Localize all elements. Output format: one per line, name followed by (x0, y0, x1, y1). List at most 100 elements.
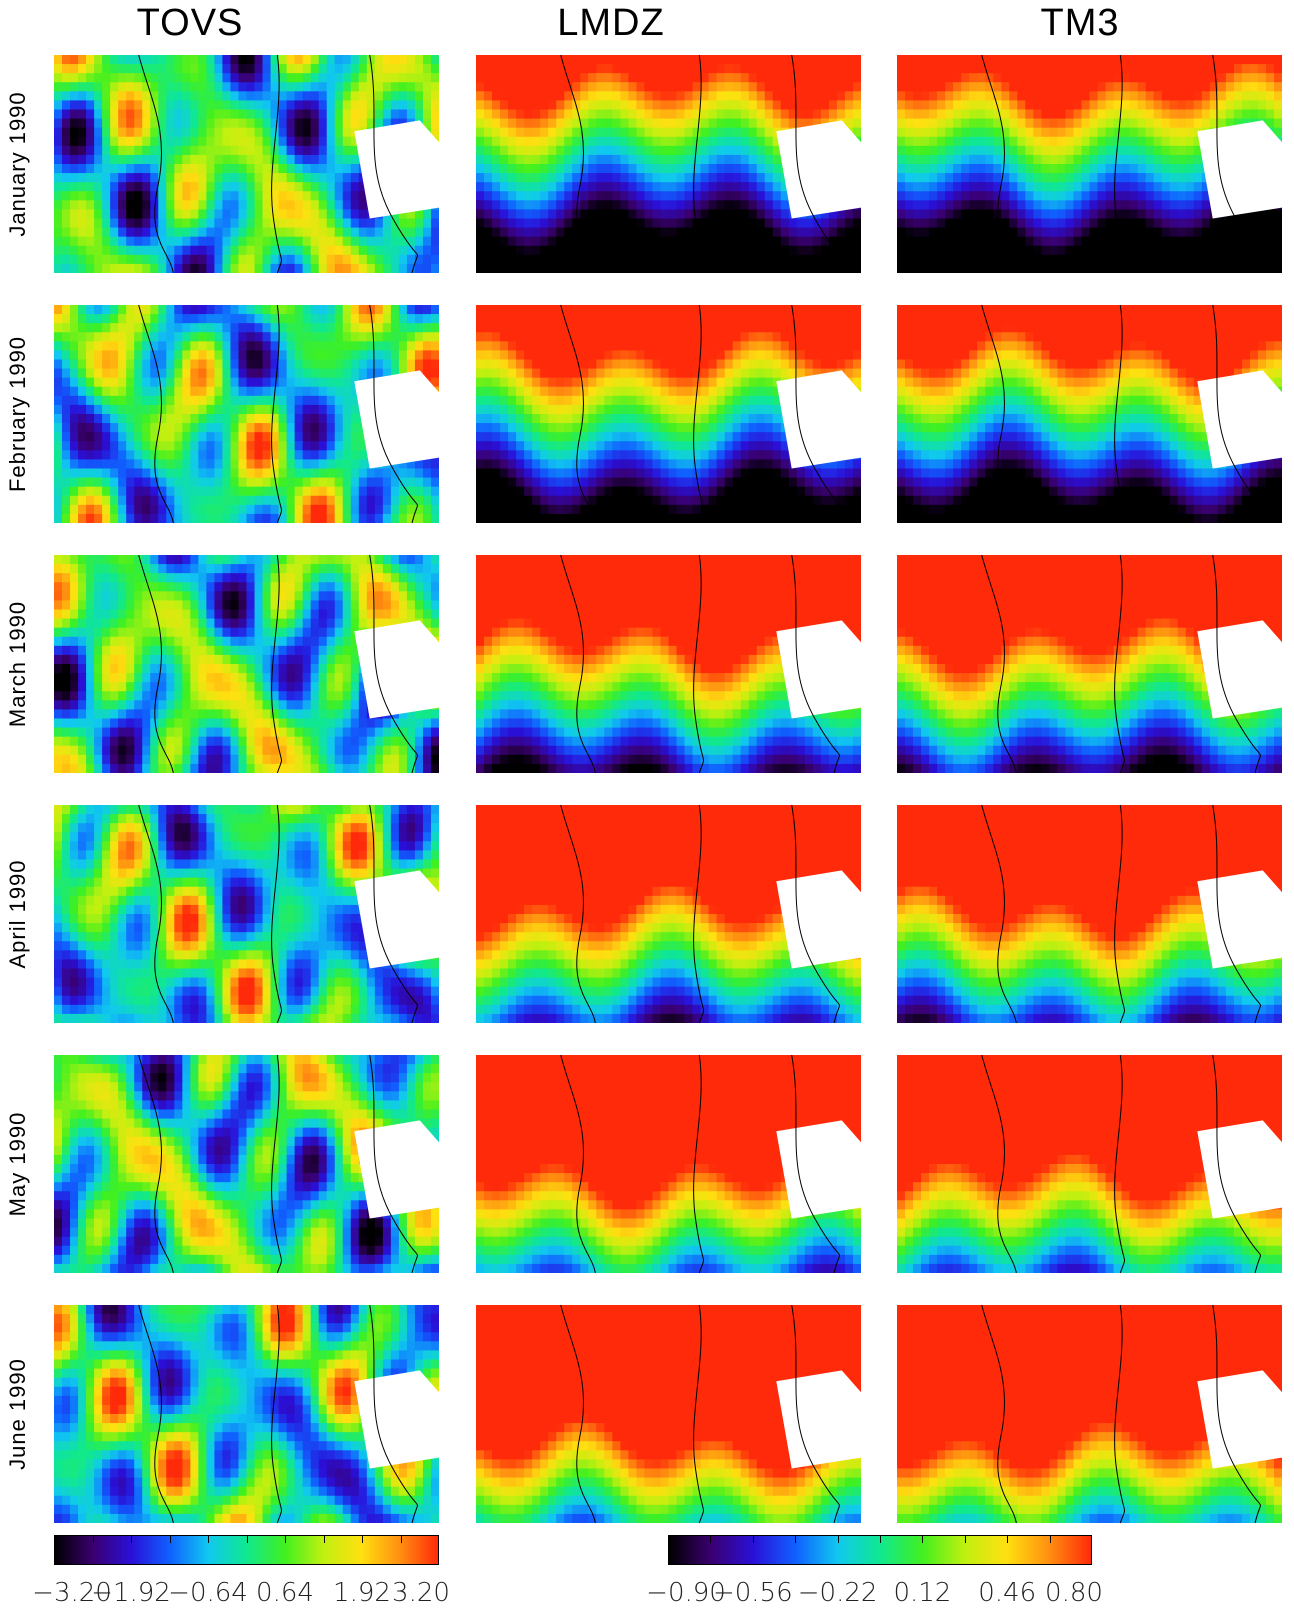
colorbar-tick-label: 1.92 (333, 1578, 391, 1608)
colorbar-tick-label: 3.20 (392, 1578, 450, 1608)
colorbar-models (668, 1535, 1092, 1565)
coastline (693, 555, 704, 773)
row-label-february: February 1990 (5, 305, 30, 523)
heatmap-panel (54, 555, 439, 773)
coastline (560, 1055, 596, 1273)
coastline (981, 1305, 1017, 1523)
heatmap-panel (476, 805, 861, 1023)
colorbar-tick (964, 1536, 966, 1543)
heatmap-panel (54, 55, 439, 273)
missing-data-patch (354, 1120, 439, 1219)
coastline (1114, 555, 1125, 773)
coastline (271, 305, 282, 523)
coastline (138, 555, 174, 773)
coastline (791, 805, 840, 1023)
coastline (791, 305, 840, 523)
heatmap-panel (54, 805, 439, 1023)
colorbar-tick (92, 1536, 94, 1543)
coastline (693, 55, 704, 273)
colorbar-tick (837, 1536, 839, 1543)
coastline (791, 1055, 840, 1273)
colorbar-tick (1049, 1536, 1051, 1543)
coastline (271, 555, 282, 773)
colorbar-tick (208, 1536, 209, 1543)
coastline (369, 305, 418, 523)
colorbar-tick (922, 1536, 924, 1543)
coastline (560, 55, 596, 273)
coastline (138, 1055, 174, 1273)
coastline (981, 555, 1017, 773)
colorbar-tick (169, 1536, 171, 1543)
coastline (693, 1305, 704, 1523)
missing-data-patch (1197, 370, 1282, 469)
colorbar-tick (323, 1536, 325, 1543)
coastline (1212, 1305, 1261, 1523)
colorbar-tick (880, 1536, 881, 1543)
coastline (271, 805, 282, 1023)
missing-data-patch (354, 120, 439, 219)
coastline (1212, 805, 1261, 1023)
coastline (560, 805, 596, 1023)
coastline (138, 305, 174, 523)
coastline (271, 1055, 282, 1273)
colorbar-tick-label: 0.64 (256, 1578, 314, 1608)
coastline (369, 55, 418, 273)
row-label-april: April 1990 (5, 805, 30, 1023)
coastline (1114, 805, 1125, 1023)
heatmap-panel (476, 1055, 861, 1273)
coastline (138, 55, 174, 273)
colorbar-tick (131, 1536, 132, 1543)
row-label-may: May 1990 (5, 1055, 30, 1273)
missing-data-patch (776, 1370, 861, 1469)
missing-data-patch (1197, 1120, 1282, 1219)
heatmap-panel (897, 55, 1282, 273)
heatmap-panel (897, 1055, 1282, 1273)
colorbar-tick-label: −3.20 (32, 1578, 112, 1608)
colorbar-tick-label: 0.80 (1045, 1578, 1103, 1608)
heatmap-panel (476, 305, 861, 523)
missing-data-patch (354, 1370, 439, 1469)
coastline (791, 555, 840, 773)
coastline (560, 305, 596, 523)
coastline (369, 555, 418, 773)
coastline (981, 1055, 1017, 1273)
coastline (693, 1055, 704, 1273)
missing-data-patch (1197, 120, 1282, 219)
missing-data-patch (354, 370, 439, 469)
colorbar-tick-label: 0.46 (978, 1578, 1036, 1608)
colorbar-tick-label: −1.92 (91, 1578, 171, 1608)
coastline (1114, 1305, 1125, 1523)
coastline (1212, 305, 1261, 523)
coastline (369, 805, 418, 1023)
coastline (1212, 555, 1261, 773)
row-label-january: January 1990 (5, 55, 30, 273)
coastline (271, 1305, 282, 1523)
coastline (560, 555, 596, 773)
heatmap-panel (54, 305, 439, 523)
coastline (369, 1305, 418, 1523)
colorbar-tick-label: −0.56 (713, 1578, 793, 1608)
heatmap-panel (897, 305, 1282, 523)
coastline (1114, 1055, 1125, 1273)
colorbar-tick (285, 1536, 286, 1543)
coastline (1114, 55, 1125, 273)
missing-data-patch (776, 370, 861, 469)
colorbar-tick (1007, 1536, 1009, 1543)
coastline (138, 1305, 174, 1523)
missing-data-patch (776, 120, 861, 219)
colorbar-tick-label: −0.22 (798, 1578, 878, 1608)
row-label-june: June 1990 (5, 1305, 30, 1523)
heatmap-panel (897, 805, 1282, 1023)
heatmap-panel (54, 1305, 439, 1523)
coastline (981, 805, 1017, 1023)
coastline (693, 805, 704, 1023)
heatmap-panel (476, 555, 861, 773)
coastline (1114, 305, 1125, 523)
heatmap-panel (476, 55, 861, 273)
missing-data-patch (1197, 620, 1282, 719)
coastline (981, 55, 1017, 273)
missing-data-patch (1197, 1370, 1282, 1469)
coastline (693, 305, 704, 523)
colorbar-tick (246, 1536, 248, 1543)
heatmap-panel (897, 1305, 1282, 1523)
